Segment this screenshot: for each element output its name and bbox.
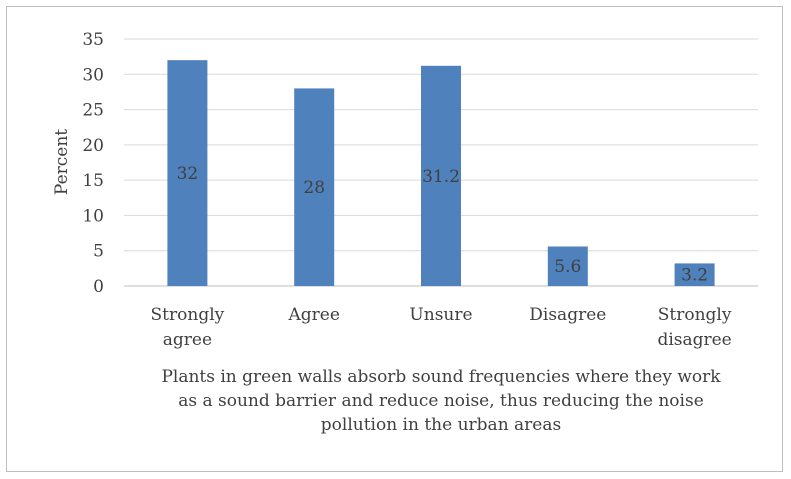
data-label: 3.2 — [681, 266, 708, 286]
bar — [294, 88, 335, 287]
bar — [421, 65, 461, 287]
data-label: 31.2 — [422, 167, 460, 187]
data-label: 28 — [303, 178, 325, 198]
bar — [674, 263, 715, 286]
y-tick-label: 10 — [82, 206, 104, 226]
y-tick-label: 35 — [82, 30, 104, 50]
x-axis-title-line: as a sound barrier and reduce noise, thu… — [178, 391, 704, 411]
y-tick-labels: 0 5 10 15 20 25 30 35 — [82, 30, 104, 297]
bars — [167, 60, 715, 287]
category-label: Strongly — [151, 305, 225, 325]
category-label: disagree — [657, 330, 731, 350]
y-tick-label: 5 — [93, 242, 104, 262]
category-label: Unsure — [409, 305, 472, 325]
x-axis-title-line: pollution in the urban areas — [321, 415, 561, 435]
y-tick-label: 25 — [82, 101, 104, 121]
y-tick-label: 20 — [82, 136, 104, 156]
category-labels: Strongly agree Agree Unsure Disagree Strongly… — [151, 305, 732, 350]
category-label: Agree — [287, 305, 339, 325]
x-axis-title-line: Plants in green walls absorb sound frequ… — [161, 367, 721, 387]
y-tick-label: 30 — [82, 65, 104, 85]
bar — [167, 60, 208, 286]
data-labels: 32 28 31.2 5.6 3.2 — [177, 164, 709, 286]
chart-frame — [6, 6, 783, 472]
category-label: Strongly — [658, 305, 732, 325]
category-label: Disagree — [529, 305, 606, 325]
x-axis-title: Plants in green walls absorb sound frequ… — [161, 367, 721, 435]
category-label: agree — [163, 330, 212, 350]
data-label: 32 — [177, 164, 199, 184]
bar — [547, 246, 588, 286]
y-tick-label: 0 — [93, 277, 104, 297]
y-axis-title: Percent — [52, 129, 72, 195]
data-label: 5.6 — [554, 257, 581, 277]
y-tick-label: 15 — [82, 171, 104, 191]
